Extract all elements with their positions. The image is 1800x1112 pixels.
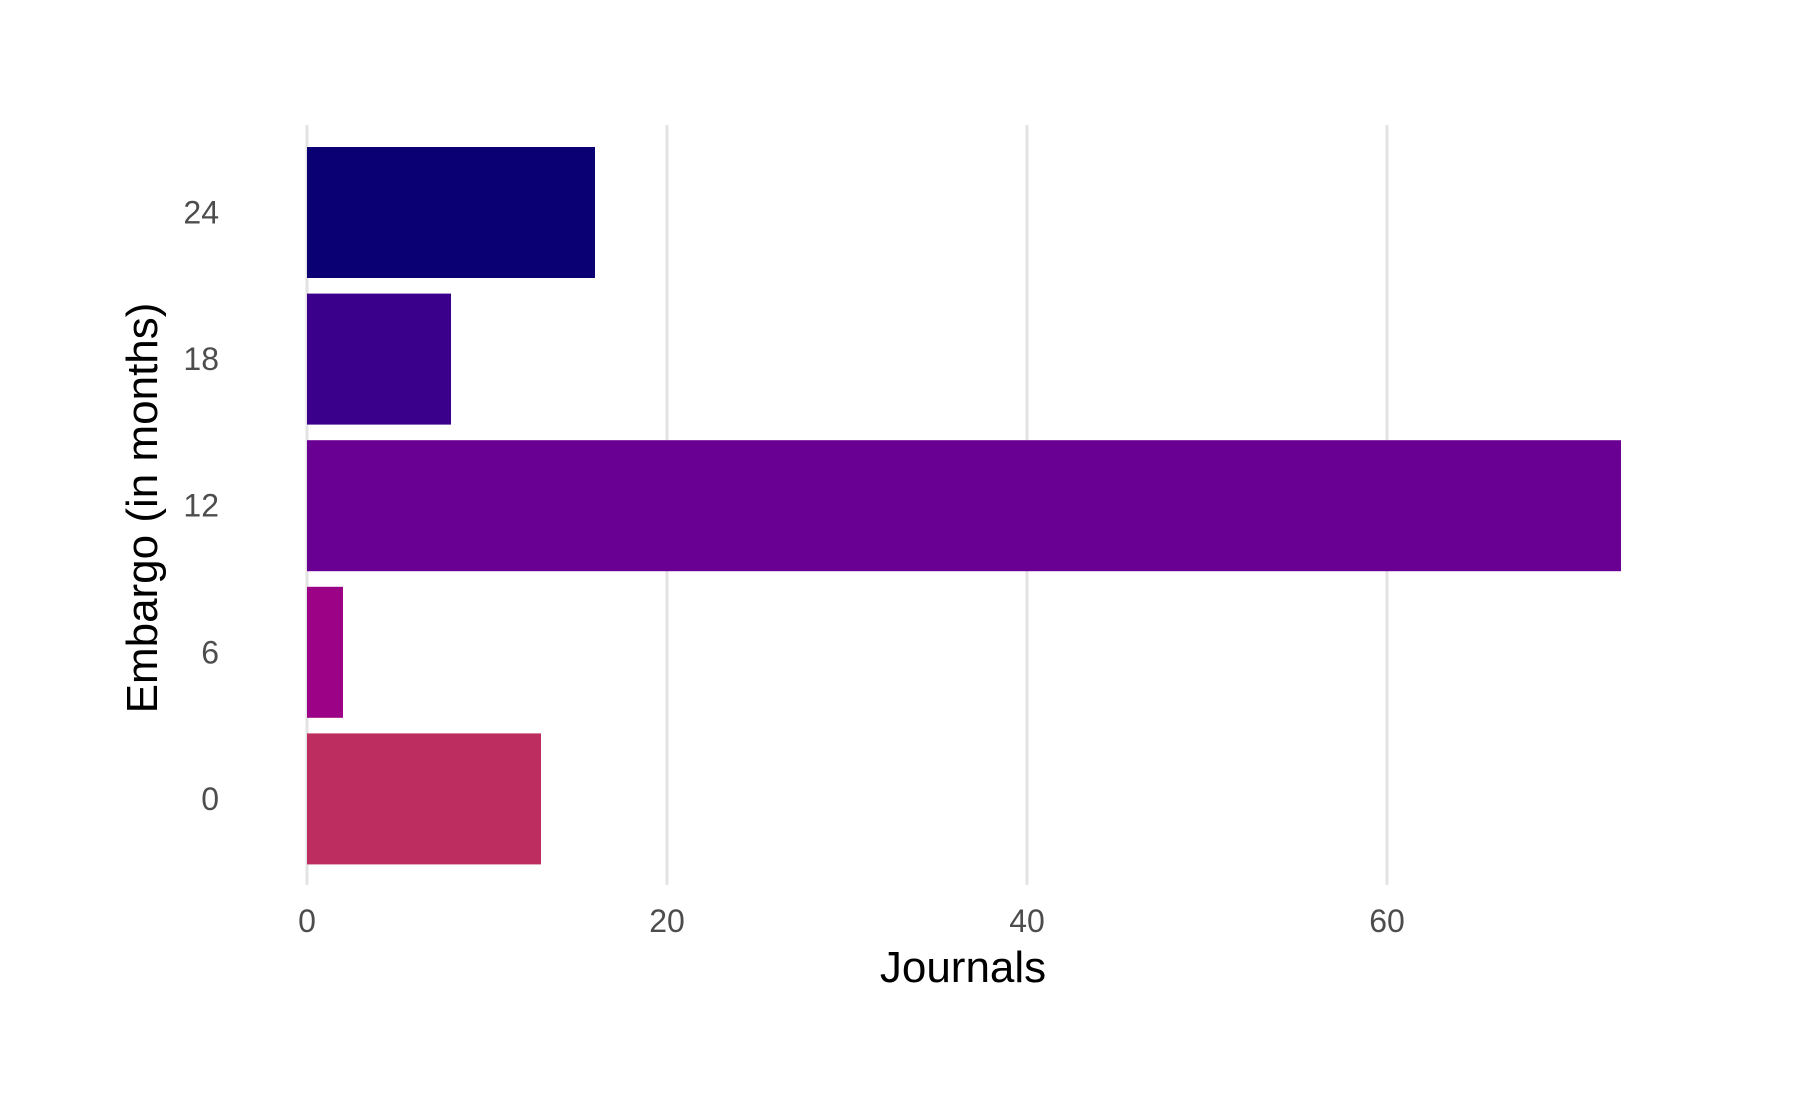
y-tick-label: 24	[183, 195, 219, 231]
y-tick-label: 12	[183, 488, 219, 524]
y-tick-label: 18	[183, 341, 219, 377]
x-tick-label: 60	[1369, 903, 1405, 939]
bar-embargo-6	[307, 586, 343, 718]
x-tick-label: 20	[649, 903, 685, 939]
y-axis-title: Embargo (in months)	[118, 303, 167, 714]
bars	[307, 147, 1621, 865]
x-tick-label: 40	[1009, 903, 1045, 939]
x-tick-labels: 0 20 40 60	[298, 903, 1405, 939]
x-axis-title: Journals	[880, 943, 1046, 992]
y-tick-labels: 0 6 12 18 24	[183, 195, 219, 817]
bar-embargo-0	[307, 733, 541, 865]
x-tick-label: 0	[298, 903, 316, 939]
bar-embargo-12	[307, 440, 1621, 572]
y-tick-label: 6	[201, 634, 219, 670]
y-tick-label: 0	[201, 781, 219, 817]
bar-embargo-24	[307, 147, 595, 278]
bar-embargo-18	[307, 293, 451, 425]
